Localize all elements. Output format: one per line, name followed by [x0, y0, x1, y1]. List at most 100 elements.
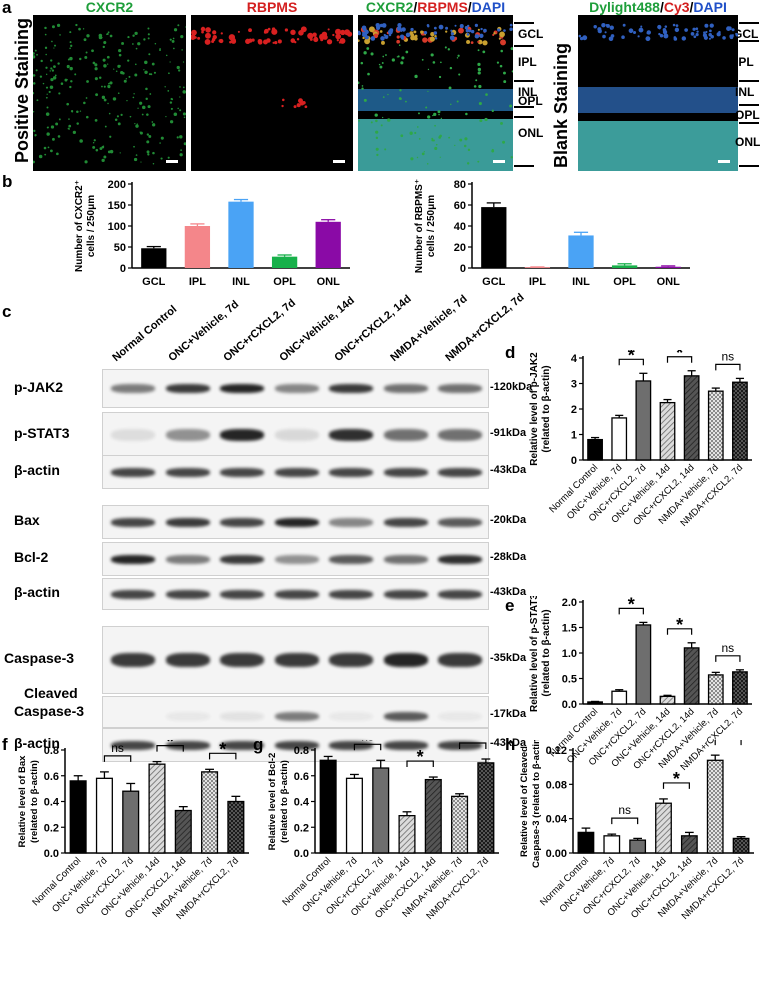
cxcr2-signal — [84, 160, 88, 164]
cxcr2-signal — [50, 125, 55, 129]
cxcr2-signal — [147, 37, 150, 40]
cxcr2-signal — [85, 115, 89, 119]
blank-signal — [673, 36, 677, 39]
y-axis-label: (related to β-actin) — [541, 365, 552, 452]
blank-signal — [718, 30, 721, 34]
title-part: Dylight488 — [589, 0, 660, 15]
significance-label: * — [673, 769, 680, 789]
blot-row — [102, 728, 489, 762]
protein-band — [274, 384, 319, 393]
bar — [424, 778, 442, 854]
protein-band — [274, 711, 319, 721]
x-tick-label: IPL — [189, 276, 206, 288]
merge-signal — [458, 27, 464, 34]
scale-bar — [333, 160, 345, 163]
cxcr2-signal — [114, 118, 118, 121]
significance-bracket — [618, 358, 644, 366]
y-axis-label: (related to β-actin) — [29, 760, 40, 843]
cxcr2-signal — [33, 55, 36, 59]
merge-signal — [414, 131, 417, 135]
cxcr2-signal — [102, 45, 105, 49]
merge-signal — [466, 39, 471, 44]
significance-label: * — [725, 740, 732, 745]
rbpms-signal — [207, 29, 210, 33]
merge-signal — [470, 29, 475, 34]
blank-signal — [604, 31, 607, 34]
y-tick-label: 0.2 — [44, 822, 59, 834]
cxcr2-signal — [127, 59, 130, 62]
protein-band — [329, 384, 373, 393]
blank-signal — [695, 27, 699, 30]
cxcr2-signal — [60, 82, 64, 85]
bar — [659, 695, 676, 705]
protein-band — [329, 554, 373, 564]
y-axis-label: Number of RBPMS⁺ — [414, 179, 425, 273]
title-part: / — [467, 0, 472, 15]
cxcr2-signal — [148, 73, 151, 76]
merge-signal — [431, 139, 434, 142]
blank-signal — [593, 25, 597, 29]
merge-signal — [385, 54, 387, 56]
cxcr2-signal — [76, 122, 79, 125]
cxcr2-signal — [67, 58, 70, 61]
significance-bracket — [618, 607, 644, 615]
merge-signal — [498, 37, 501, 40]
merge-signal — [470, 41, 474, 45]
protein-band — [383, 384, 428, 393]
protein-band — [329, 467, 373, 477]
bar — [184, 226, 211, 268]
blank-signal — [704, 23, 709, 28]
cxcr2-signal — [101, 85, 103, 88]
merge-signal — [433, 31, 438, 35]
cxcr2-signal — [144, 70, 148, 75]
merge-signal — [497, 28, 501, 32]
merge-signal — [364, 35, 369, 40]
y-tick-label: 200 — [108, 179, 126, 191]
merge-signal — [434, 37, 438, 40]
cxcr2-signal — [133, 145, 135, 148]
merge-signal — [480, 27, 483, 31]
merge-signal — [438, 75, 442, 79]
cxcr2-signal — [183, 142, 186, 146]
y-axis-label: Relative level of p-JAK2 — [529, 352, 540, 466]
cxcr2-signal — [133, 157, 138, 162]
cxcr2-signal — [159, 47, 161, 50]
cxcr2-signal — [169, 38, 172, 41]
significance-label: * — [628, 596, 635, 614]
protein-band — [165, 740, 210, 750]
protein-band — [111, 554, 155, 564]
micrograph-rbpms — [191, 15, 353, 171]
blank-signal — [692, 27, 696, 31]
panel-label-g: g — [253, 735, 264, 754]
merge-signal — [396, 39, 400, 44]
rbpms-signal — [248, 38, 253, 43]
cxcr2-signal — [79, 57, 82, 61]
merge-signal — [467, 24, 470, 28]
protein-band — [111, 384, 155, 393]
cxcr2-signal — [143, 69, 145, 71]
blot-row — [102, 505, 489, 539]
protein-band — [274, 467, 319, 477]
merge-signal — [396, 26, 402, 32]
y-tick-label: 0 — [460, 263, 466, 275]
protein-band — [220, 517, 264, 527]
merge-signal — [370, 36, 376, 41]
y-tick-label: 0.4 — [44, 797, 60, 809]
rbpms-signal — [304, 105, 308, 109]
rbpms-signal — [332, 33, 335, 37]
cxcr2-signal — [75, 23, 78, 27]
cxcr2-signal — [53, 47, 55, 49]
cxcr2-signal — [182, 90, 186, 94]
cxcr2-signal — [44, 153, 47, 156]
protein-band — [274, 517, 319, 527]
cxcr2-signal — [165, 54, 168, 57]
bar — [227, 800, 245, 854]
merge-signal — [465, 29, 469, 33]
merge-signal — [416, 126, 419, 128]
significance-bracket — [406, 760, 434, 768]
merge-signal — [450, 103, 452, 106]
cxcr2-signal — [49, 85, 54, 89]
rbpms-signal — [204, 38, 211, 45]
y-axis-label: Relative level of Bax — [17, 755, 28, 848]
y-tick-label: 50 — [114, 242, 126, 254]
